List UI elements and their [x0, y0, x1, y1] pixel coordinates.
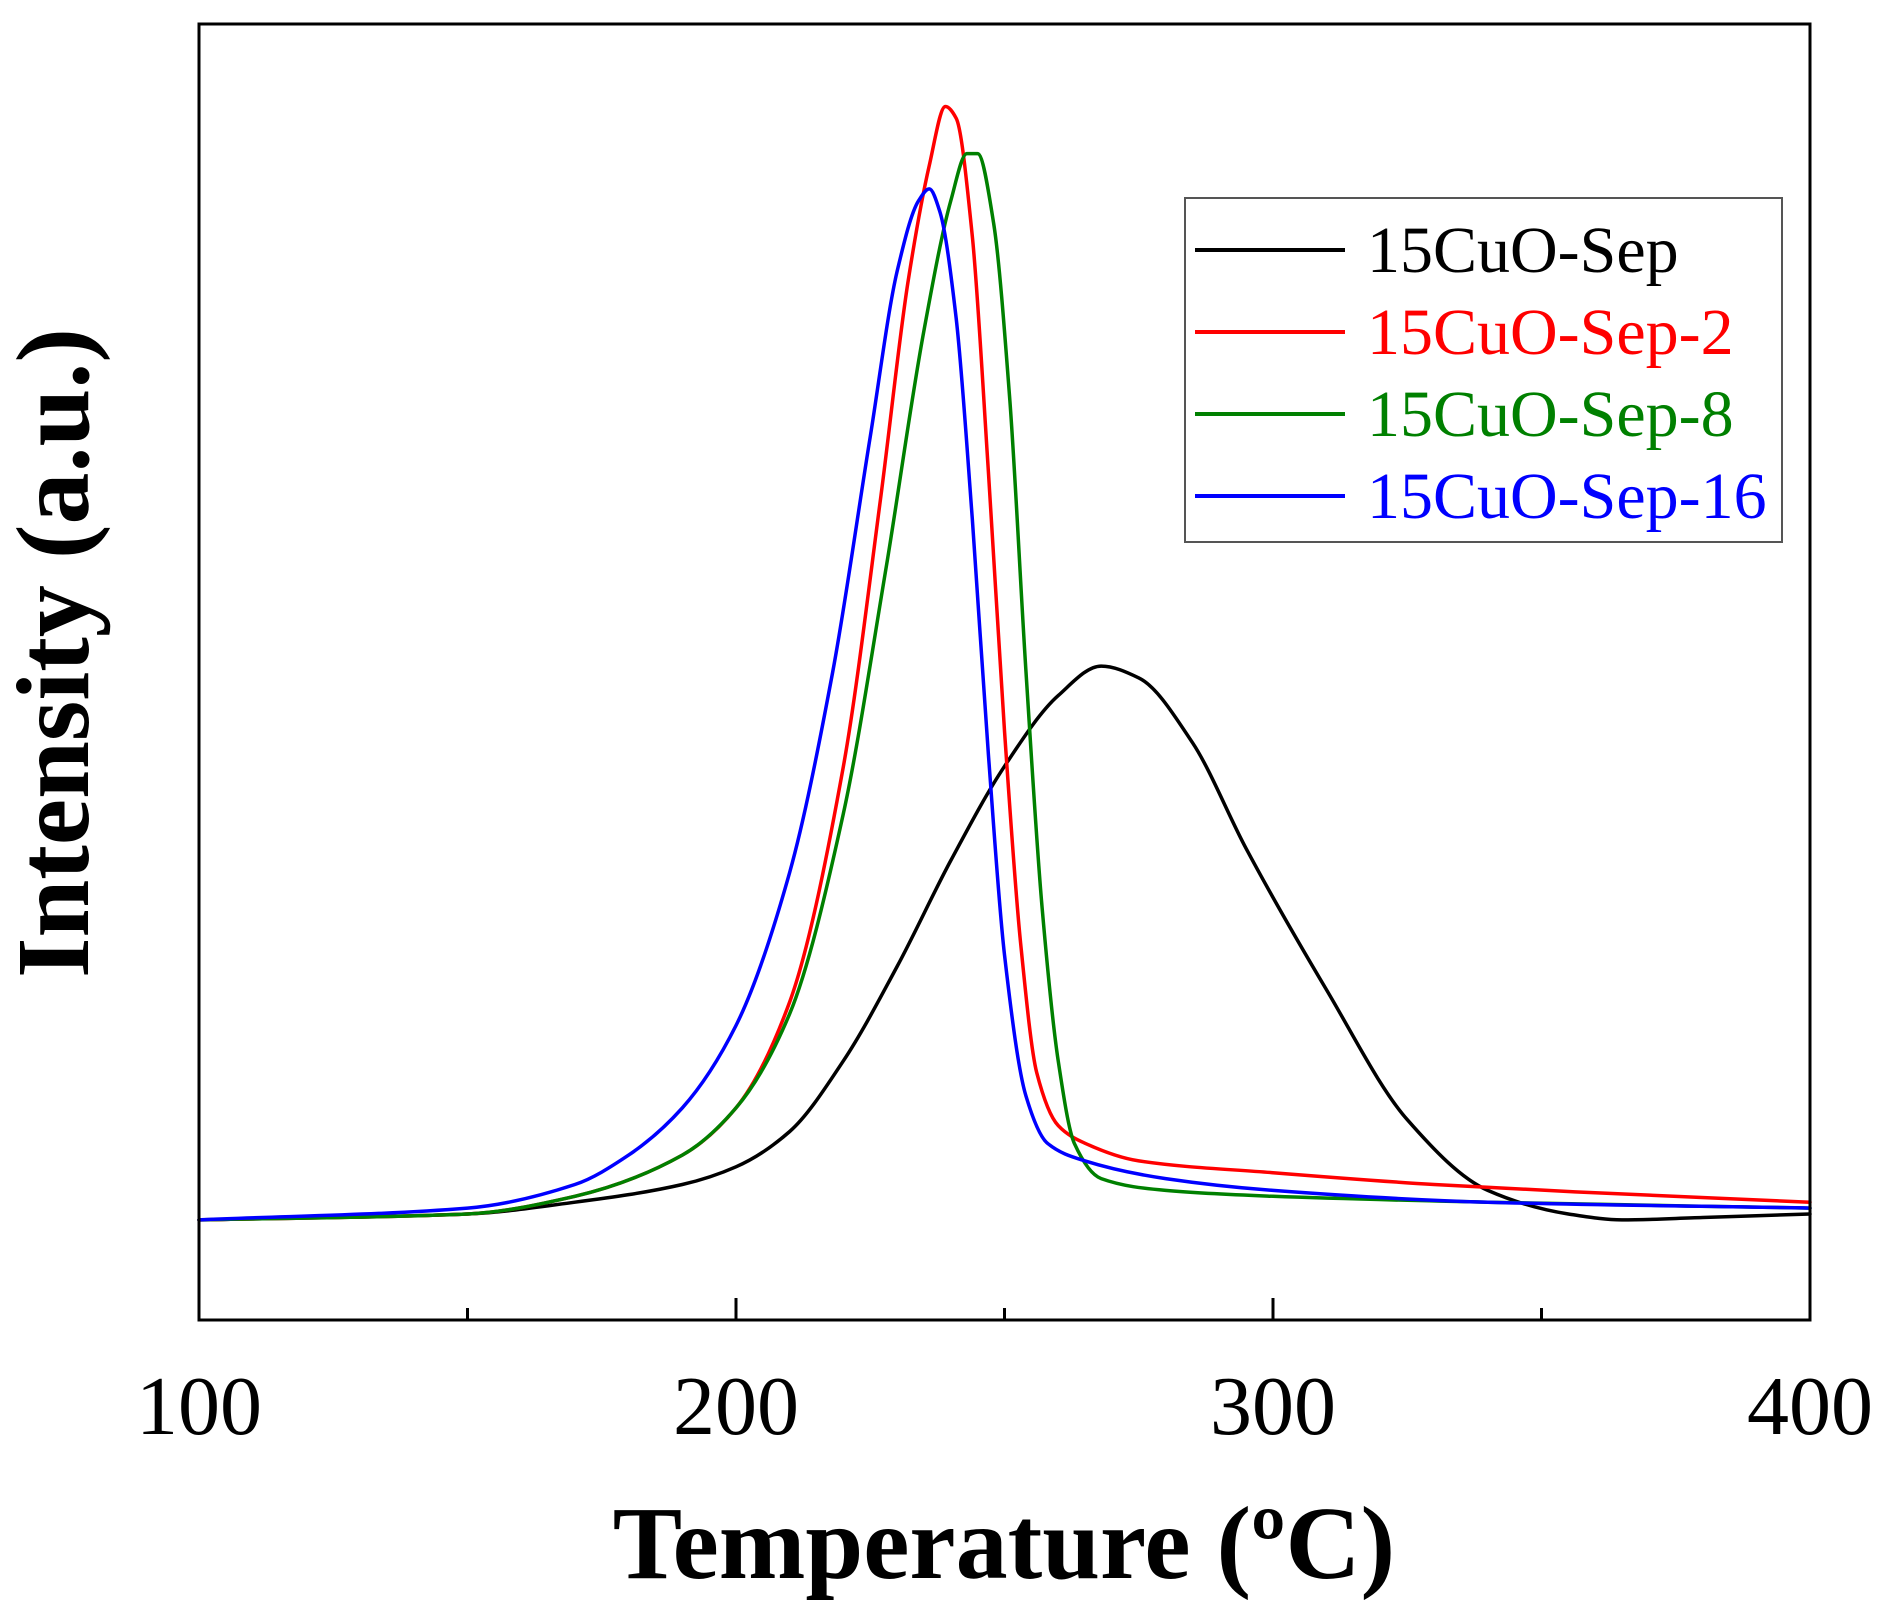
x-tick-label: 300 — [1210, 1360, 1336, 1453]
series-line-3 — [197, 151, 1812, 1222]
legend-label-1: 15CuO-Sep — [1367, 214, 1679, 287]
y-axis-title: Intensity (a.u.) — [0, 328, 111, 978]
legend-label-3: 15CuO-Sep-8 — [1367, 378, 1734, 451]
legend-label-2: 15CuO-Sep-2 — [1367, 296, 1734, 369]
x-tick-label: 200 — [673, 1360, 799, 1453]
axis-ticks — [197, 1298, 1812, 1320]
x-tick-label: 400 — [1747, 1360, 1873, 1453]
legend-box — [1184, 197, 1783, 543]
series-line-1 — [197, 664, 1812, 1222]
legend-label-4: 15CuO-Sep-16 — [1367, 460, 1767, 533]
x-tick-label: 100 — [136, 1360, 262, 1453]
legend: 15CuO-Sep 15CuO-Sep-2 15CuO-Sep-8 15CuO-Sep… — [1184, 197, 1783, 543]
x-axis-title: Temperature (ºC) — [613, 1486, 1395, 1600]
series-line-4 — [197, 187, 1812, 1222]
tick-labels: 100 200 300 400 — [136, 1360, 1873, 1453]
